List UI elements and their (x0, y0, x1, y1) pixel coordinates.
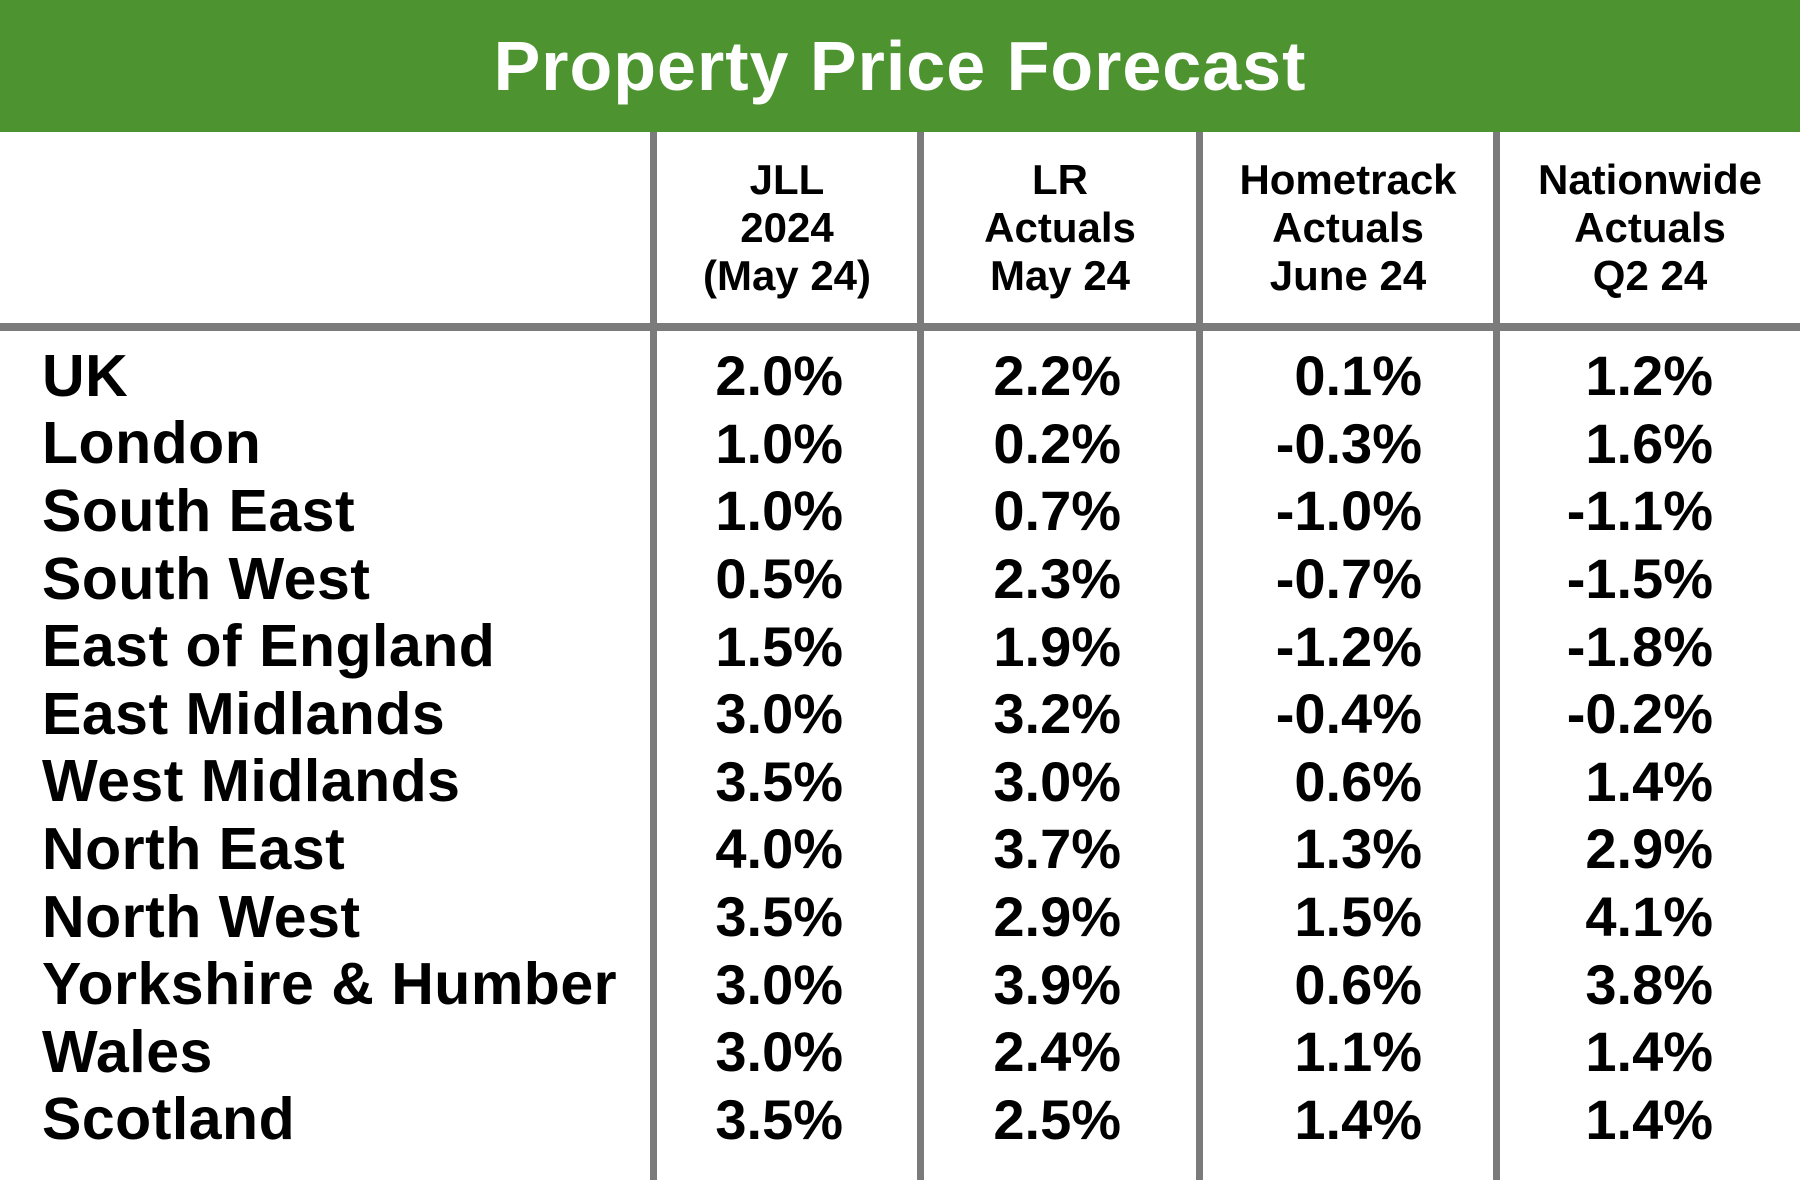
cell-nationwide: 2.9% (1585, 817, 1713, 881)
table-row-london: London 1.0% 0.2% -0.3% 1.6% (0, 410, 1800, 478)
column-header-line: Nationwide (1537, 155, 1762, 203)
cell-jll: 3.5% (715, 1087, 843, 1151)
column-header-line: June 24 (1269, 251, 1427, 299)
row-label: Scotland (42, 1086, 296, 1153)
cell-hometrack: -0.7% (1275, 547, 1422, 611)
cell-hometrack: -0.3% (1275, 411, 1422, 475)
column-header-nationwide: Nationwide Actuals Q2 24 (1500, 132, 1800, 323)
cell-jll: 1.5% (715, 614, 843, 678)
column-header-line: LR (1032, 155, 1088, 203)
row-label: North East (42, 815, 346, 882)
cell-lr: 2.3% (993, 547, 1121, 611)
table-row-wales: Wales 3.0% 2.4% 1.1% 1.4% (0, 1018, 1800, 1086)
cell-lr: 2.2% (993, 344, 1121, 408)
cell-hometrack: 0.6% (1294, 749, 1422, 813)
cell-jll: 3.0% (715, 952, 843, 1016)
column-header-line: Actuals (1272, 203, 1424, 251)
page-title: Property Price Forecast (493, 27, 1307, 105)
cell-hometrack: 1.1% (1294, 1020, 1422, 1084)
cell-jll: 0.5% (715, 547, 843, 611)
cell-lr: 3.9% (993, 952, 1121, 1016)
cell-lr: 0.2% (993, 411, 1121, 475)
cell-nationwide: 1.2% (1585, 344, 1713, 408)
cell-jll: 3.5% (715, 885, 843, 949)
cell-jll: 4.0% (715, 817, 843, 881)
table-body: UK 2.0% 2.2% 0.1% 1.2% London 1.0% 0.2% … (0, 342, 1800, 1153)
row-label: East Midlands (42, 680, 446, 747)
cell-hometrack: -1.0% (1275, 479, 1422, 543)
column-divider-3 (1196, 132, 1203, 1180)
table-row-west-midlands: West Midlands 3.5% 3.0% 0.6% 1.4% (0, 748, 1800, 816)
cell-nationwide: 1.4% (1585, 1087, 1713, 1151)
table-row-uk: UK 2.0% 2.2% 0.1% 1.2% (0, 342, 1800, 410)
table-row-scotland: Scotland 3.5% 2.5% 1.4% 1.4% (0, 1086, 1800, 1154)
column-header-line: 2024 (740, 203, 834, 251)
cell-lr: 3.7% (993, 817, 1121, 881)
cell-jll: 1.0% (715, 479, 843, 543)
cell-nationwide: 3.8% (1585, 952, 1713, 1016)
column-header-jll: JLL 2024 (May 24) (657, 132, 917, 323)
cell-lr: 2.5% (993, 1087, 1121, 1151)
cell-jll: 3.0% (715, 682, 843, 746)
cell-lr: 1.9% (993, 614, 1121, 678)
cell-hometrack: -0.4% (1275, 682, 1422, 746)
column-header-line: Q2 24 (1592, 251, 1708, 299)
table-row-south-west: South West 0.5% 2.3% -0.7% -1.5% (0, 545, 1800, 613)
row-label: South West (42, 545, 371, 612)
row-label: Yorkshire & Humber (42, 951, 618, 1018)
column-header-hometrack: Hometrack Actuals June 24 (1203, 132, 1493, 323)
column-header-line: Hometrack (1239, 155, 1457, 203)
table-row-yorkshire-humber: Yorkshire & Humber 3.0% 3.9% 0.6% 3.8% (0, 950, 1800, 1018)
column-header-line: May 24 (989, 251, 1131, 299)
column-header-lr-actuals: LR Actuals May 24 (924, 132, 1196, 323)
header-underline (0, 323, 1800, 331)
cell-hometrack: 1.3% (1294, 817, 1422, 881)
row-label: South East (42, 477, 356, 544)
cell-nationwide: -1.8% (1566, 614, 1713, 678)
column-header-line: Actuals (984, 203, 1136, 251)
cell-jll: 3.5% (715, 749, 843, 813)
cell-jll: 2.0% (715, 344, 843, 408)
cell-hometrack: 0.1% (1294, 344, 1422, 408)
column-header-line: Actuals (1574, 203, 1726, 251)
table-row-east-of-england: East of England 1.5% 1.9% -1.2% -1.8% (0, 612, 1800, 680)
row-label: West Midlands (42, 748, 461, 815)
table-row-north-west: North West 3.5% 2.9% 1.5% 4.1% (0, 883, 1800, 951)
cell-nationwide: -1.5% (1566, 547, 1713, 611)
row-label: Wales (42, 1018, 213, 1085)
row-label: East of England (42, 613, 496, 680)
column-divider-2 (917, 132, 924, 1180)
row-label: London (42, 410, 262, 477)
cell-hometrack: 1.5% (1294, 885, 1422, 949)
table-row-south-east: South East 1.0% 0.7% -1.0% -1.1% (0, 477, 1800, 545)
column-header-line: JLL (749, 155, 825, 203)
column-divider-4 (1493, 132, 1500, 1180)
column-header-line: (May 24) (702, 251, 872, 299)
cell-nationwide: -0.2% (1566, 682, 1713, 746)
cell-lr: 2.9% (993, 885, 1121, 949)
table-row-north-east: North East 4.0% 3.7% 1.3% 2.9% (0, 815, 1800, 883)
cell-nationwide: 1.6% (1585, 411, 1713, 475)
cell-lr: 3.0% (993, 749, 1121, 813)
cell-nationwide: 1.4% (1585, 749, 1713, 813)
cell-lr: 0.7% (993, 479, 1121, 543)
row-label: UK (42, 342, 129, 409)
row-label: North West (42, 883, 361, 950)
title-banner: Property Price Forecast (0, 0, 1800, 132)
cell-nationwide: 1.4% (1585, 1020, 1713, 1084)
column-divider-1 (650, 132, 657, 1180)
table-row-east-midlands: East Midlands 3.0% 3.2% -0.4% -0.2% (0, 680, 1800, 748)
cell-hometrack: 1.4% (1294, 1087, 1422, 1151)
cell-jll: 3.0% (715, 1020, 843, 1084)
cell-lr: 2.4% (993, 1020, 1121, 1084)
cell-nationwide: 4.1% (1585, 885, 1713, 949)
cell-jll: 1.0% (715, 411, 843, 475)
cell-hometrack: -1.2% (1275, 614, 1422, 678)
cell-nationwide: -1.1% (1566, 479, 1713, 543)
cell-lr: 3.2% (993, 682, 1121, 746)
cell-hometrack: 0.6% (1294, 952, 1422, 1016)
